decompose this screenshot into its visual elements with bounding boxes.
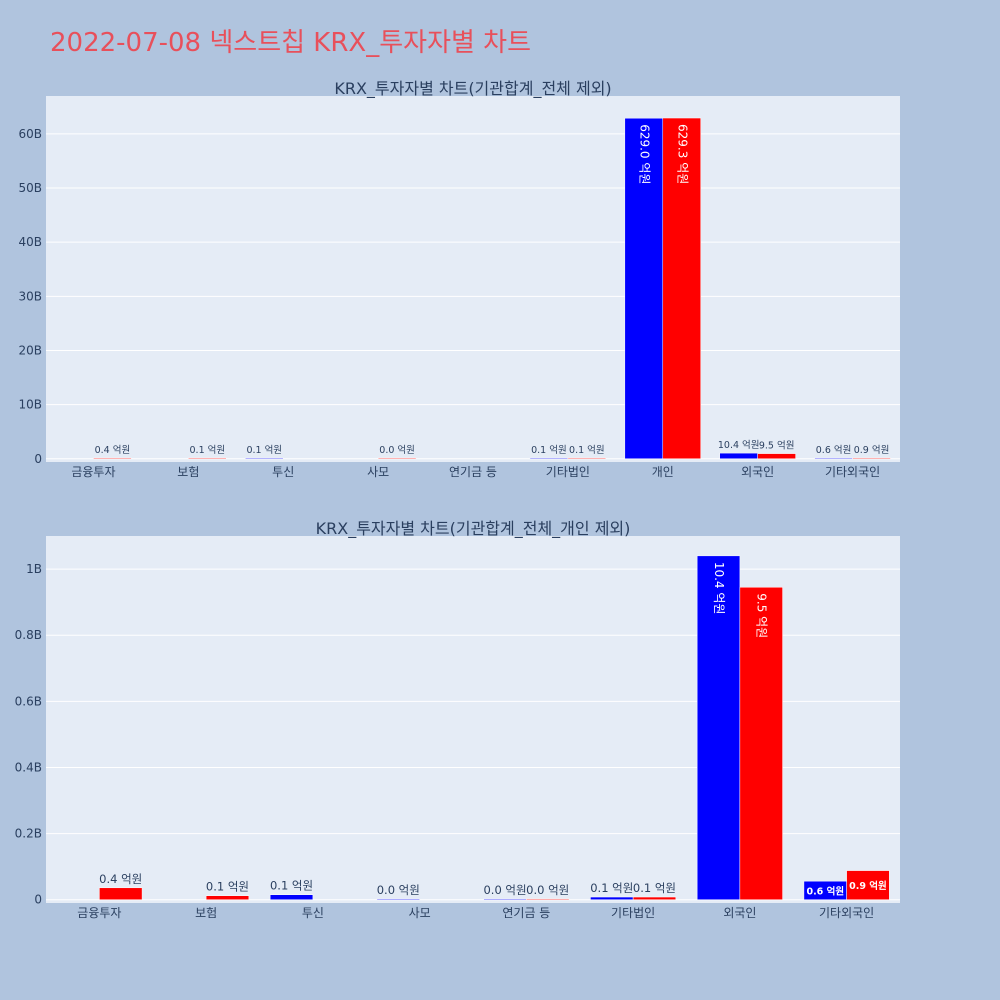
y-tick-label: 40B <box>18 235 42 249</box>
bar-buy <box>590 896 634 900</box>
bar-buy <box>719 452 758 460</box>
x-tick-label: 금융투자 <box>77 906 121 920</box>
y-tick-label: 0.6B <box>15 694 42 708</box>
bar-label: 629.3 억원 <box>675 124 689 184</box>
bar-buy <box>529 457 569 460</box>
bar-label: 0.9 억원 <box>854 444 890 456</box>
y-tick-label: 1B <box>26 562 42 576</box>
bar-buy <box>245 457 284 460</box>
x-tick-label: 기타외국인 <box>825 465 880 479</box>
bar-sell <box>377 457 417 460</box>
y-tick-label: 0 <box>34 893 42 907</box>
bar-label: 9.5 억원 <box>759 440 795 452</box>
bar-label: 0.6 억원 <box>806 885 844 897</box>
bar-label: 0.1 억원 <box>531 444 567 456</box>
y-tick-label: 60B <box>18 127 42 141</box>
x-tick-label: 연기금 등 <box>502 906 550 920</box>
bar-label: 0.1 억원 <box>569 444 605 456</box>
y-tick-label: 20B <box>18 343 42 357</box>
x-tick-label: 투신 <box>302 906 324 920</box>
bar-buy <box>376 898 420 900</box>
chart-title: KRX_투자자별 차트(기관합계_전체_개인 제외) <box>316 519 631 539</box>
bar-label: 629.0 억원 <box>637 124 651 184</box>
bar-sell <box>757 453 796 460</box>
bar-label: 0.4 억원 <box>95 444 131 456</box>
x-tick-label: 투신 <box>272 465 294 479</box>
bar-label: 0.1 억원 <box>633 881 676 895</box>
x-tick-label: 사모 <box>409 906 431 920</box>
bar-sell <box>739 586 783 900</box>
chart-bottom: KRX_투자자별 차트(기관합계_전체_개인 제외) 0 0.2B 0.4B 0.6B 0… <box>15 519 900 920</box>
bar-label: 10.4 억원 <box>718 439 760 451</box>
x-tick-label: 사모 <box>367 465 389 479</box>
bar-sell <box>846 870 890 900</box>
x-tick-label: 보험 <box>195 906 217 920</box>
bar-label: 0.9 억원 <box>849 880 887 892</box>
bar-label: 0.1 억원 <box>246 444 282 456</box>
bar-sell <box>526 898 570 900</box>
bar-label: 0.0 억원 <box>483 883 526 897</box>
x-tick-label: 금융투자 <box>71 465 115 479</box>
x-tick-label: 외국인 <box>741 465 774 479</box>
bar-label: 0.1 억원 <box>206 880 249 894</box>
bar-sell <box>662 117 701 460</box>
x-tick-label: 연기금 등 <box>449 465 497 479</box>
x-tick-label: 기타외국인 <box>819 906 874 920</box>
bar-label: 0.0 억원 <box>379 444 415 456</box>
bar-label: 0.0 억원 <box>526 883 569 897</box>
bar-buy <box>269 894 314 900</box>
bar-label: 0.1 억원 <box>270 879 313 893</box>
bar-label: 9.5 억원 <box>755 593 769 638</box>
y-tick-label: 0.4B <box>15 760 42 774</box>
bar-label: 0.1 억원 <box>190 444 226 456</box>
bar-label: 0.1 억원 <box>590 881 633 895</box>
y-tick-label: 10B <box>18 398 42 412</box>
bar-sell <box>93 457 132 460</box>
chart-top: KRX_투자자별 차트(기관합계_전체 제외) 0 10B 20B 30B 40B 50B 6… <box>18 79 900 479</box>
y-tick-label: 0.8B <box>15 628 42 642</box>
bar-label: 0.4 억원 <box>99 872 142 886</box>
y-tick-label: 0 <box>34 452 42 466</box>
bar-buy <box>624 117 664 460</box>
x-tick-label: 기타법인 <box>546 465 590 479</box>
bar-sell <box>567 457 607 460</box>
bar-buy <box>483 898 527 900</box>
bar-sell <box>99 887 143 900</box>
x-tick-label: 보험 <box>177 465 199 479</box>
page-title: 2022-07-08 넥스트칩 KRX_투자자별 차트 <box>50 28 532 58</box>
y-tick-label: 0.2B <box>15 827 42 841</box>
y-tick-label: 50B <box>18 181 42 195</box>
bar-label: 0.0 억원 <box>377 883 420 897</box>
chart-title: KRX_투자자별 차트(기관합계_전체 제외) <box>334 79 611 99</box>
y-tick-label: 30B <box>18 289 42 303</box>
bar-buy <box>814 457 853 460</box>
bar-label: 10.4 억원 <box>712 562 726 615</box>
bar-sell <box>632 896 677 900</box>
bar-sell <box>852 457 891 460</box>
bar-label: 0.6 억원 <box>816 444 852 456</box>
x-tick-label: 외국인 <box>723 906 756 920</box>
x-tick-label: 개인 <box>652 465 674 479</box>
x-tick-label: 기타법인 <box>611 906 655 920</box>
plot-area <box>46 96 900 462</box>
bar-buy <box>696 555 741 900</box>
bar-sell <box>205 895 250 900</box>
bar-sell <box>188 457 227 460</box>
